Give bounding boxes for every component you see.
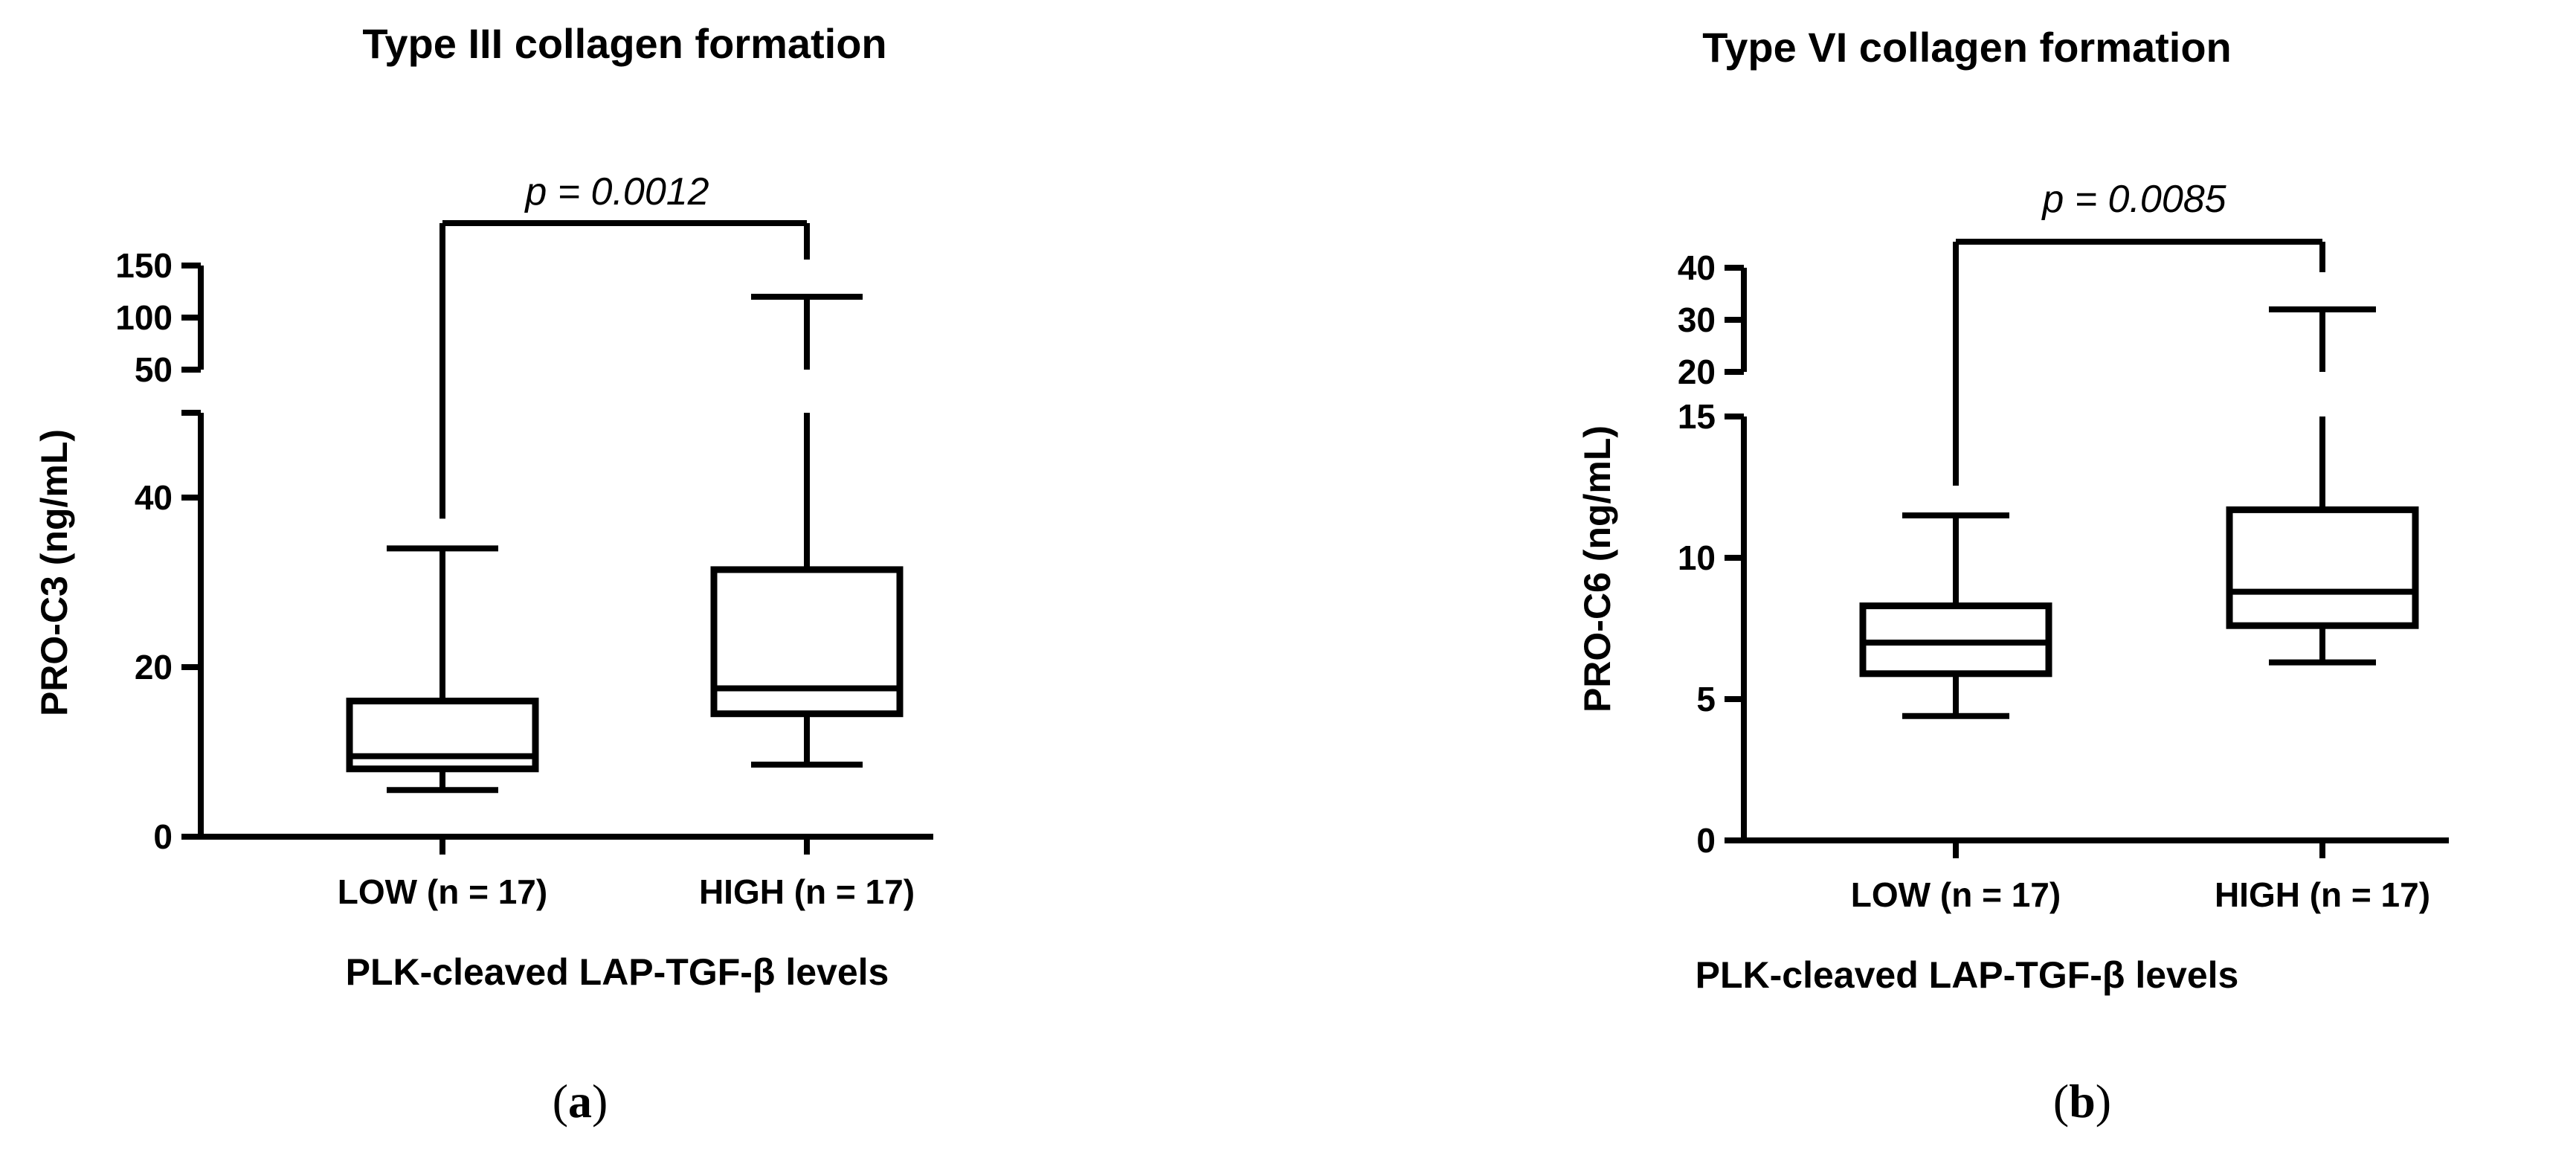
boxes-b — [1859, 306, 2419, 719]
panel-label-b: (b) — [2053, 1075, 2111, 1128]
category-label-low-b: LOW (n = 17) — [1851, 875, 2061, 914]
box-iqr — [2226, 506, 2419, 629]
y-tick-label-a: 100 — [115, 298, 173, 337]
panel-b: Type VI collagen formation PRO-C6 (ng/mL… — [1577, 24, 2449, 1128]
y-tick-label-b: 5 — [1696, 680, 1716, 718]
y-tick-label-b: 40 — [1678, 248, 1716, 287]
box-low-b — [1859, 512, 2052, 719]
y-axis-label-a: PRO-C3 (ng/mL) — [33, 429, 75, 716]
significance-bracket-a — [439, 220, 810, 519]
y-tick-label-a: 20 — [135, 648, 173, 686]
boxes-a — [346, 294, 904, 794]
axes-b: 0 5 10 15 20 30 40 — [1678, 248, 2449, 860]
y-tick-label-b: 15 — [1678, 397, 1716, 436]
y-tick-label-a: 40 — [135, 478, 173, 517]
significance-bracket-b — [1953, 239, 2325, 486]
category-label-high-a: HIGH (n = 17) — [699, 872, 915, 911]
x-axis-label-b: PLK-cleaved LAP-TGF-β levels — [1696, 954, 2239, 996]
y-tick-label-b: 10 — [1678, 538, 1716, 577]
box-high-a — [710, 294, 904, 768]
p-value-b: p = 0.0085 — [2041, 178, 2226, 221]
box-iqr — [710, 566, 904, 718]
panel-a: Type III collagen formation PRO-C3 (ng/m… — [33, 20, 933, 1128]
axes-a: 0 20 40 50 100 150 — [115, 246, 933, 856]
y-axis-label-b: PRO-C6 (ng/mL) — [1577, 425, 1618, 713]
chart-title-b: Type VI collagen formation — [1702, 24, 2232, 71]
chart-title-a: Type III collagen formation — [362, 20, 886, 67]
y-tick-label-a: 150 — [115, 246, 173, 285]
y-tick-label-b: 30 — [1678, 300, 1716, 339]
panel-label-b-letter: b — [2069, 1075, 2096, 1128]
category-label-high-b: HIGH (n = 17) — [2215, 875, 2430, 914]
y-tick-label-b: 0 — [1696, 821, 1716, 860]
category-label-low-a: LOW (n = 17) — [338, 872, 547, 911]
box-high-b — [2226, 306, 2419, 666]
box-low-a — [346, 545, 539, 794]
panel-label-a-letter: a — [568, 1075, 592, 1128]
panel-label-a: (a) — [553, 1075, 608, 1128]
y-tick-label-a: 0 — [153, 817, 173, 856]
y-tick-label-a: 50 — [135, 350, 173, 389]
x-axis-label-a: PLK-cleaved LAP-TGF-β levels — [346, 951, 889, 993]
p-value-a: p = 0.0012 — [524, 170, 709, 213]
y-tick-label-b: 20 — [1678, 353, 1716, 391]
